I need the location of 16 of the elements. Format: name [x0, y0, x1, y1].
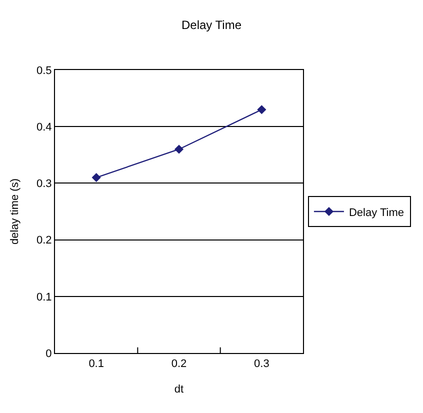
x-tick-label: 0.2 — [171, 358, 187, 370]
y-tick-label: 0.5 — [36, 64, 52, 77]
point — [174, 144, 184, 154]
point — [257, 105, 266, 114]
y-tick-label: 0.2 — [36, 234, 52, 247]
point — [92, 172, 101, 182]
y-tick-label: 0.3 — [36, 178, 52, 190]
x-axis-title: dt — [174, 383, 184, 396]
y-tick-label: 0 — [46, 348, 52, 360]
chart-title: Delay Time — [181, 18, 242, 32]
y-axis-title: delay time (s) — [9, 178, 22, 245]
y-tick-label: 0.4 — [36, 121, 52, 134]
legend-label: Delay Time — [348, 206, 404, 219]
y-tick-label: 0.1 — [36, 291, 52, 304]
x-tick-label: 0.1 — [88, 358, 104, 370]
x-tick-label: 0.3 — [254, 358, 270, 370]
